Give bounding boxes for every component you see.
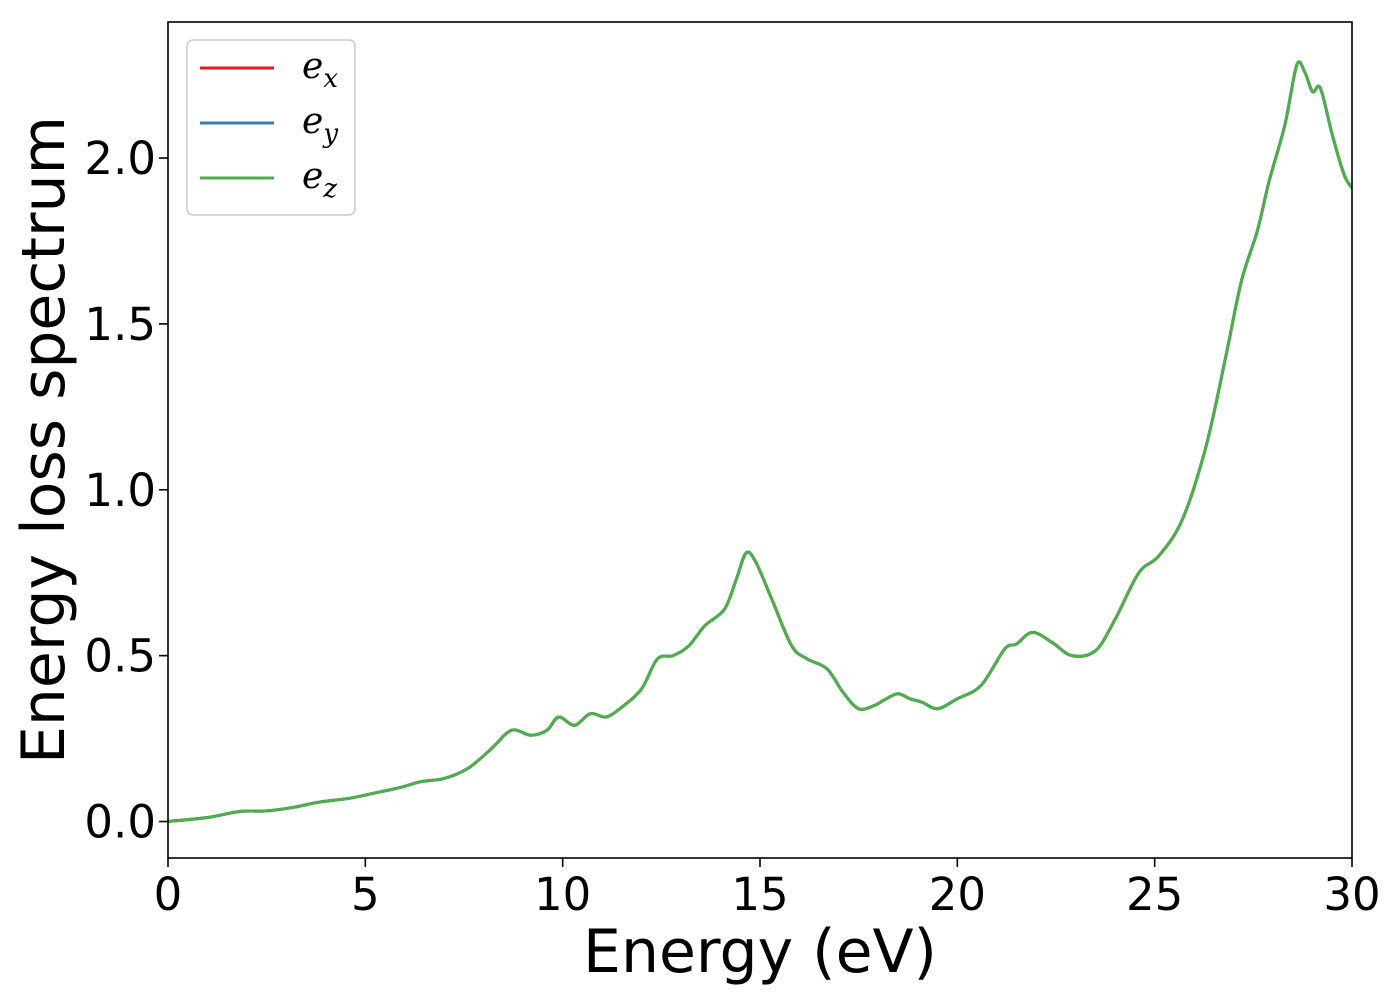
legend-subscript-z: z	[322, 174, 337, 204]
legend-subscript-x: x	[323, 64, 338, 94]
legend-subscript-y: y	[322, 119, 338, 149]
x-tick-label: 25	[1126, 868, 1183, 921]
y-axis-label: Energy loss spectrum	[9, 116, 79, 764]
y-axis-ticks: 0.0 0.5 1.0 1.5 2.0	[84, 132, 168, 849]
series-layer	[168, 60, 1352, 823]
legend-box	[186, 39, 356, 216]
y-tick-label: 0.5	[84, 630, 156, 683]
x-axis-ticks: 0 5 10 15 20 25 30	[154, 858, 1381, 921]
y-tick-label: 2.0	[84, 132, 156, 185]
plot-background	[168, 22, 1352, 858]
y-tick-label: 0.0	[84, 796, 156, 849]
x-axis-label: Energy (eV)	[583, 917, 937, 987]
x-tick-label: 20	[929, 868, 986, 921]
y-tick-label: 1.0	[84, 464, 156, 517]
series-line-e-z	[168, 60, 1352, 823]
y-tick-label: 1.5	[84, 298, 156, 351]
x-tick-label: 30	[1323, 868, 1380, 921]
x-tick-label: 15	[731, 868, 788, 921]
x-tick-label: 0	[154, 868, 183, 921]
x-tick-label: 10	[534, 868, 591, 921]
x-tick-label: 5	[351, 868, 380, 921]
